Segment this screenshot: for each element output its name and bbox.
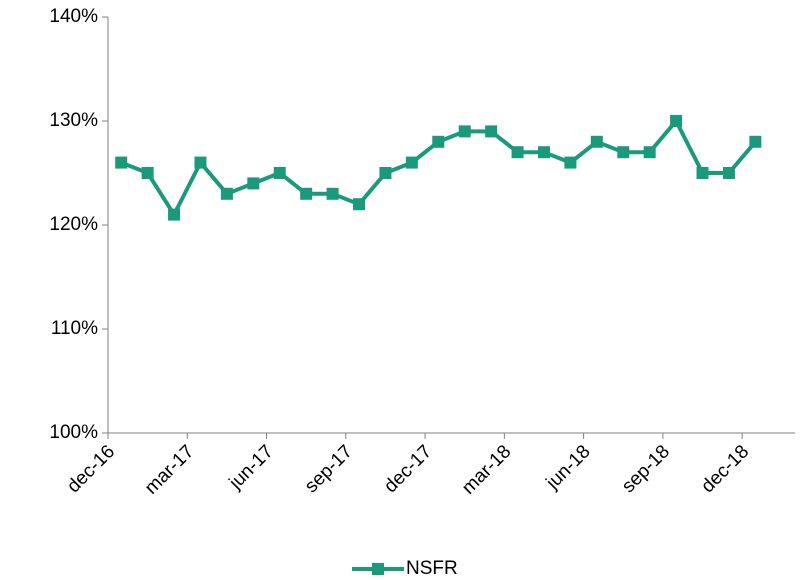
marker [168,208,181,221]
x-tick-label: jun-18 [542,441,595,494]
marker [722,167,735,179]
marker [696,167,709,179]
y-tick-label: 140% [49,6,98,27]
marker [564,156,577,169]
marker [326,187,339,200]
x-tick-label: jun-17 [225,441,278,494]
marker [194,156,207,169]
y-tick-label: 120% [49,214,98,235]
legend-label: NSFR [406,558,458,579]
marker [300,187,313,200]
y-tick-label: 130% [49,110,98,131]
marker [749,135,762,148]
marker [273,167,286,179]
marker [115,156,128,169]
marker [379,167,392,179]
marker [485,125,498,138]
x-tick-label: mar-18 [458,441,515,498]
marker [353,198,366,211]
y-tick-label: 110% [51,318,98,339]
marker [617,146,630,159]
marker [141,167,154,179]
marker [590,135,603,148]
x-tick-label: dec-18 [697,441,753,497]
marker [405,156,418,169]
marker [511,146,524,159]
marker [220,187,233,200]
x-tick-label: dec-17 [380,441,436,497]
legend-marker [372,563,384,575]
x-tick-label: sep-18 [618,441,674,497]
series-line [120,119,757,217]
marker [432,135,445,148]
x-tick-label: sep-17 [301,441,357,497]
marker [670,115,683,127]
marker [643,146,656,159]
marker [537,146,550,159]
x-tick-label: mar-17 [141,441,198,498]
marker [458,125,471,138]
x-tick-label: dec-16 [63,441,119,497]
marker [247,177,260,190]
y-tick-label: 100% [49,422,98,443]
